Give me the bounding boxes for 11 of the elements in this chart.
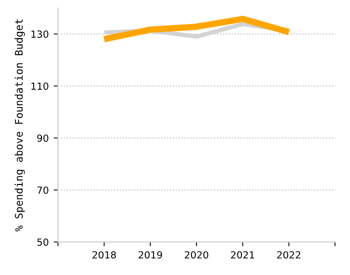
x-tick-label: 2018	[92, 251, 116, 259]
y-tick-label: 70	[37, 186, 48, 194]
x-tick-label: 2020	[184, 251, 208, 259]
y-tick-label: 130	[31, 30, 48, 38]
y-tick-label: 90	[37, 134, 48, 142]
y-tick-label: 110	[31, 82, 48, 90]
x-tick-label: 2021	[231, 251, 254, 259]
x-tick-label: 2019	[138, 251, 162, 259]
y-axis-title: % Spending above Foundation Budget	[14, 19, 25, 232]
y-tick-label: 50	[37, 238, 48, 246]
x-tick-label: 2022	[277, 251, 300, 259]
